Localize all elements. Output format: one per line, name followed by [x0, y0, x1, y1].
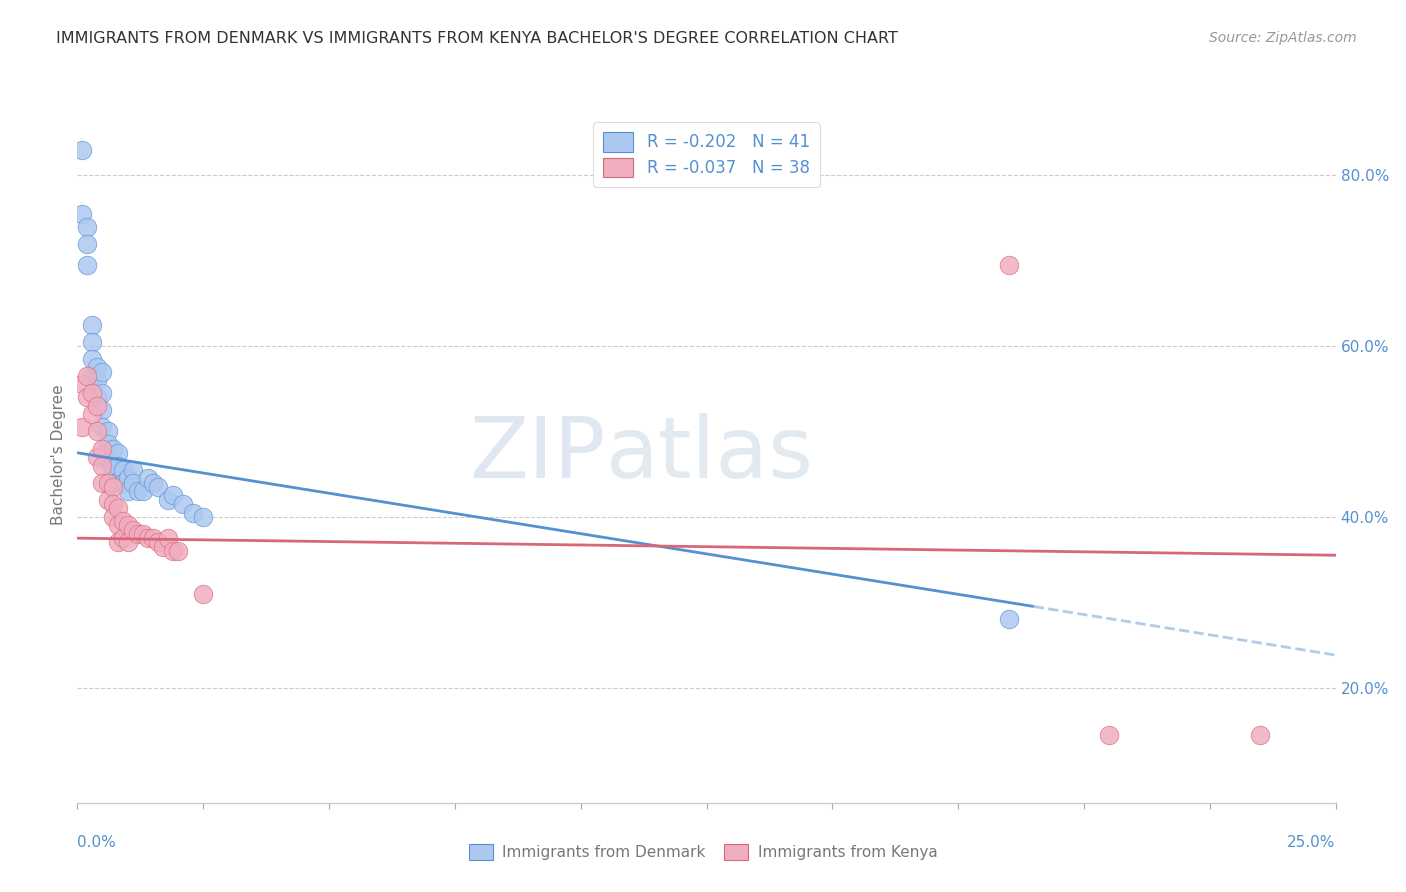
- Point: [86, 390, 108, 404]
- Point: [82, 368, 104, 383]
- Text: 0.0%: 0.0%: [77, 836, 117, 850]
- Point: [121, 463, 143, 477]
- Point: [91, 386, 114, 401]
- Point: [142, 475, 165, 490]
- Point: [82, 334, 104, 349]
- Point: [1249, 727, 1271, 741]
- Point: [86, 425, 108, 439]
- Text: atlas: atlas: [606, 413, 814, 497]
- Text: Source: ZipAtlas.com: Source: ZipAtlas.com: [1209, 31, 1357, 45]
- Text: ZIP: ZIP: [470, 413, 606, 497]
- Point: [121, 475, 143, 490]
- Point: [162, 544, 184, 558]
- Point: [96, 475, 118, 490]
- Point: [82, 318, 104, 332]
- Point: [997, 612, 1019, 626]
- Point: [997, 258, 1019, 272]
- Legend: Immigrants from Denmark, Immigrants from Kenya: Immigrants from Denmark, Immigrants from…: [463, 838, 943, 866]
- Point: [91, 475, 114, 490]
- Point: [72, 377, 94, 392]
- Point: [101, 497, 124, 511]
- Point: [107, 535, 129, 549]
- Point: [101, 463, 124, 477]
- Point: [91, 365, 114, 379]
- Point: [111, 475, 134, 490]
- Point: [152, 540, 174, 554]
- Point: [107, 458, 129, 473]
- Point: [146, 535, 169, 549]
- Point: [96, 425, 118, 439]
- Point: [117, 535, 139, 549]
- Point: [76, 368, 98, 383]
- Point: [117, 484, 139, 499]
- Point: [76, 236, 98, 251]
- Point: [127, 527, 149, 541]
- Point: [172, 497, 194, 511]
- Point: [76, 258, 98, 272]
- Point: [96, 437, 118, 451]
- Point: [136, 531, 159, 545]
- Point: [167, 544, 190, 558]
- Point: [86, 450, 108, 464]
- Point: [96, 454, 118, 468]
- Point: [162, 488, 184, 502]
- Point: [86, 373, 108, 387]
- Point: [132, 527, 155, 541]
- Point: [127, 484, 149, 499]
- Point: [82, 351, 104, 366]
- Point: [136, 471, 159, 485]
- Point: [82, 408, 104, 422]
- Y-axis label: Bachelor's Degree: Bachelor's Degree: [51, 384, 66, 525]
- Point: [111, 514, 134, 528]
- Point: [132, 484, 155, 499]
- Point: [111, 531, 134, 545]
- Point: [91, 403, 114, 417]
- Text: 25.0%: 25.0%: [1288, 836, 1336, 850]
- Point: [156, 531, 179, 545]
- Point: [156, 492, 179, 507]
- Point: [142, 531, 165, 545]
- Point: [91, 458, 114, 473]
- Text: IMMIGRANTS FROM DENMARK VS IMMIGRANTS FROM KENYA BACHELOR'S DEGREE CORRELATION C: IMMIGRANTS FROM DENMARK VS IMMIGRANTS FR…: [56, 31, 898, 46]
- Point: [181, 506, 204, 520]
- Point: [121, 523, 143, 537]
- Point: [107, 446, 129, 460]
- Point: [101, 442, 124, 456]
- Point: [91, 442, 114, 456]
- Point: [86, 360, 108, 375]
- Point: [82, 386, 104, 401]
- Point: [86, 399, 108, 413]
- Point: [72, 420, 94, 434]
- Point: [101, 509, 124, 524]
- Point: [107, 518, 129, 533]
- Point: [91, 420, 114, 434]
- Point: [1098, 727, 1121, 741]
- Point: [117, 518, 139, 533]
- Point: [96, 492, 118, 507]
- Point: [101, 480, 124, 494]
- Point: [111, 463, 134, 477]
- Point: [101, 475, 124, 490]
- Point: [191, 587, 215, 601]
- Point: [72, 207, 94, 221]
- Point: [107, 501, 129, 516]
- Point: [117, 471, 139, 485]
- Point: [76, 219, 98, 234]
- Point: [76, 390, 98, 404]
- Legend: R = -0.202   N = 41, R = -0.037   N = 38: R = -0.202 N = 41, R = -0.037 N = 38: [593, 122, 820, 187]
- Point: [146, 480, 169, 494]
- Point: [72, 143, 94, 157]
- Point: [191, 509, 215, 524]
